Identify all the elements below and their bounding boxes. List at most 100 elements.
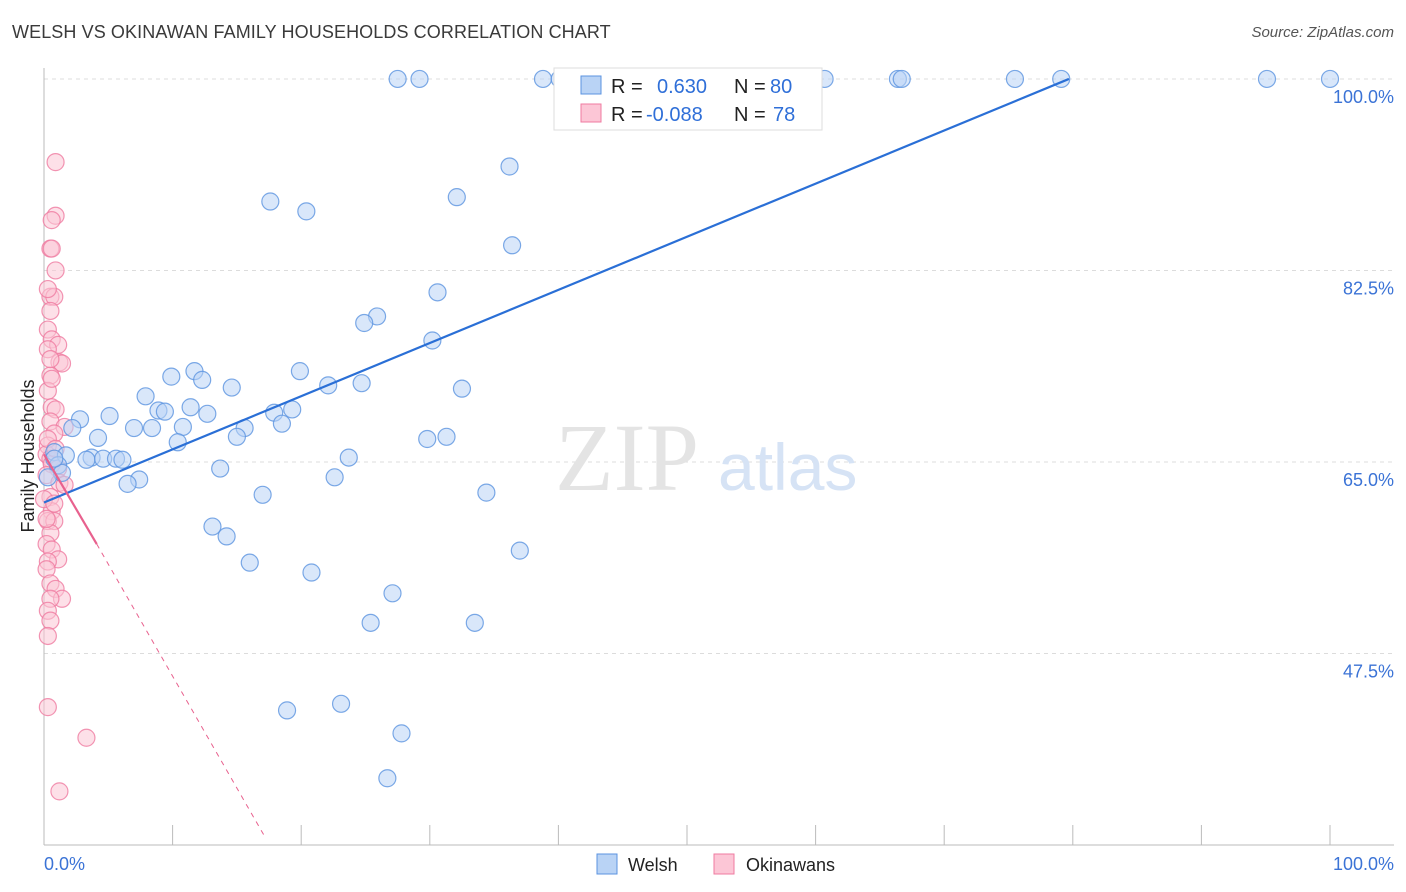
watermark-atlas: atlas: [718, 430, 857, 504]
legend-r-value: 0.630: [657, 76, 707, 98]
legend-n-label: N =: [734, 104, 766, 126]
welsh-point: [162, 367, 181, 386]
bottom-legend-okinawans: Okinawans: [746, 855, 835, 875]
legend-swatch-okinawans: [580, 103, 602, 123]
legend-n-value: 78: [773, 104, 795, 126]
okinawans-point: [37, 509, 56, 528]
welsh-point: [410, 69, 429, 89]
okinawans-points: [34, 153, 96, 801]
welsh-point: [261, 192, 280, 211]
bottom-legend: Welsh Okinawans: [596, 853, 835, 875]
welsh-point: [136, 387, 155, 406]
okinawans-point: [38, 279, 57, 299]
welsh-point: [383, 584, 402, 603]
legend-r-value: -0.088: [646, 104, 703, 126]
welsh-point: [428, 283, 447, 302]
welsh-point: [500, 157, 519, 176]
welsh-point: [325, 468, 344, 487]
okinawans-trend-line: [43, 453, 98, 545]
y-tick-label: 47.5%: [1343, 661, 1394, 681]
welsh-point: [124, 418, 144, 438]
welsh-point: [77, 450, 96, 469]
x-tick-label-min: 0.0%: [44, 854, 85, 874]
welsh-point: [181, 398, 200, 417]
okinawans-trend-extension: [96, 543, 266, 838]
legend-n-value: 80: [770, 76, 792, 98]
welsh-point: [1257, 69, 1277, 89]
y-tick-label: 82.5%: [1343, 278, 1394, 298]
legend-n-label: N =: [734, 76, 766, 98]
okinawans-point: [38, 698, 57, 717]
watermark-zip: ZIP: [555, 404, 699, 511]
okinawans-point: [46, 261, 65, 280]
welsh-point: [118, 474, 137, 493]
welsh-point: [388, 69, 407, 89]
y-axis-label: Family Households: [18, 379, 38, 532]
okinawans-point: [41, 611, 60, 630]
bottom-legend-welsh: Welsh: [628, 855, 678, 875]
welsh-point: [465, 613, 484, 632]
welsh-point: [452, 379, 472, 398]
welsh-point: [63, 418, 82, 438]
welsh-point: [297, 202, 316, 221]
welsh-points: [38, 69, 1340, 788]
welsh-point: [1320, 69, 1340, 89]
okinawans-point: [77, 728, 96, 747]
okinawans-point: [50, 782, 69, 801]
welsh-point: [892, 69, 911, 89]
bottom-legend-swatch-welsh: [596, 853, 618, 875]
welsh-point: [211, 459, 230, 478]
welsh-point: [447, 188, 466, 207]
welsh-point: [290, 362, 310, 381]
y-tick-label: 100.0%: [1333, 87, 1394, 107]
welsh-point: [227, 427, 246, 446]
y-tick-labels: 100.0% 82.5% 65.0% 47.5%: [1333, 87, 1394, 682]
welsh-point: [1005, 69, 1025, 89]
okinawans-point: [38, 626, 57, 646]
welsh-point: [100, 406, 119, 426]
welsh-point: [193, 370, 212, 389]
welsh-point: [302, 563, 321, 582]
welsh-point: [503, 236, 522, 255]
okinawans-point: [42, 211, 61, 230]
welsh-point: [88, 428, 108, 447]
welsh-point: [437, 427, 456, 446]
okinawans-point: [41, 301, 60, 321]
welsh-point: [203, 517, 222, 536]
welsh-point: [477, 483, 496, 502]
legend-r-label: R =: [611, 76, 643, 98]
okinawans-point: [42, 239, 61, 258]
welsh-point: [253, 485, 272, 504]
welsh-point: [378, 769, 397, 788]
legend: R = 0.630 N = 80 R = -0.088 N = 78: [553, 67, 823, 131]
welsh-trend-line: [43, 77, 1070, 504]
okinawans-point: [46, 153, 65, 172]
welsh-point: [45, 449, 64, 468]
welsh-point: [533, 69, 553, 89]
welsh-point: [113, 450, 132, 469]
welsh-point: [331, 694, 351, 713]
welsh-point: [173, 417, 192, 437]
chart-title: WELSH VS OKINAWAN FAMILY HOUSEHOLDS CORR…: [12, 22, 611, 42]
welsh-point: [418, 429, 437, 449]
okinawans-point: [41, 350, 60, 369]
welsh-point: [272, 414, 292, 433]
welsh-point: [355, 313, 374, 333]
welsh-point: [339, 448, 358, 467]
y-tick-label: 65.0%: [1343, 470, 1394, 490]
bottom-legend-swatch-okinawans: [713, 853, 735, 875]
welsh-point: [277, 701, 297, 720]
welsh-point: [352, 374, 371, 393]
welsh-point: [240, 553, 259, 572]
trend-lines: [43, 77, 1070, 838]
x-tick-label-max: 100.0%: [1333, 854, 1394, 874]
welsh-point: [217, 527, 236, 546]
welsh-point: [142, 418, 162, 438]
watermark: ZIP atlas: [555, 404, 857, 511]
source-label: Source: ZipAtlas.com: [1251, 24, 1394, 41]
welsh-point: [155, 402, 174, 421]
welsh-point: [222, 378, 241, 397]
welsh-point: [510, 541, 529, 560]
welsh-point: [198, 404, 217, 423]
